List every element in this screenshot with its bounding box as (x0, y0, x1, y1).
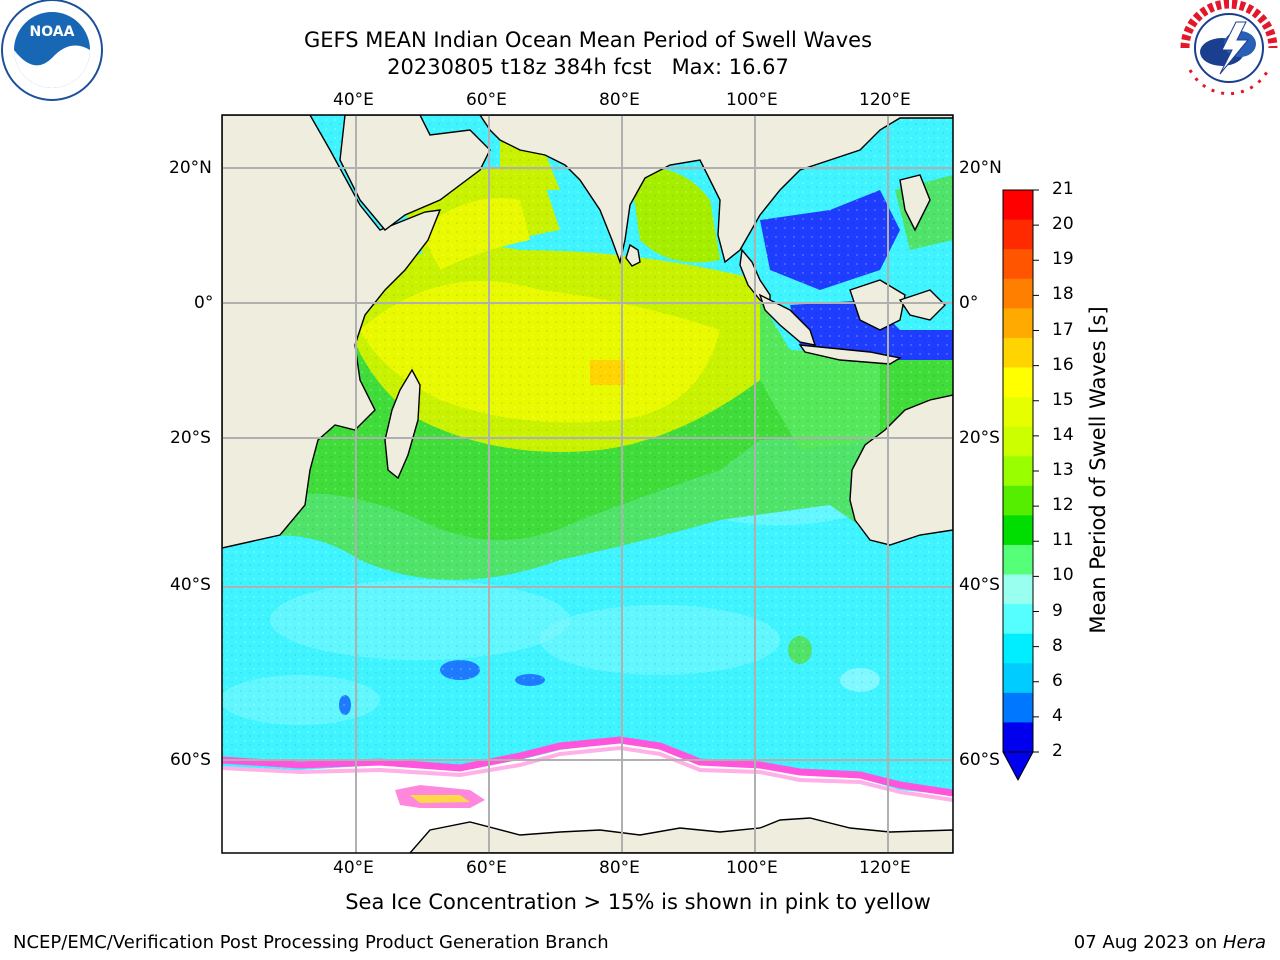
lon-label-bottom-60e: 60°E (466, 858, 507, 878)
colorbar-tick-label: 17 (1052, 319, 1074, 340)
lat-label-left-40s: 40°S (170, 575, 211, 595)
colorbar-segment (1003, 278, 1033, 309)
graticule (222, 115, 953, 853)
footer-date-text: 07 Aug 2023 on (1073, 932, 1223, 953)
colorbar-segment (1003, 544, 1033, 576)
colorbar-tick-label: 11 (1052, 530, 1074, 551)
colorbar-segment (1003, 249, 1033, 280)
land-masses (222, 115, 953, 853)
lat-label-left-0: 0° (194, 293, 214, 313)
map-frame (221, 114, 954, 854)
colorbar-segment (1003, 190, 1033, 221)
colorbar-segment (1003, 367, 1033, 398)
lon-label-bottom-40e: 40°E (333, 858, 374, 878)
lat-label-right-0: 0° (959, 293, 979, 313)
colorbar-tick-label: 9 (1052, 600, 1063, 621)
lon-label-bottom-80e: 80°E (599, 858, 640, 878)
colorbar-segment (1003, 574, 1033, 605)
lon-label-top-60e: 60°E (466, 90, 507, 110)
colorbar-segment (1003, 663, 1033, 694)
colorbar-segment (1003, 604, 1033, 635)
footer-credit: NCEP/EMC/Verification Post Processing Pr… (13, 932, 609, 953)
colorbar-segment (1003, 692, 1033, 723)
colorbar-tick-label: 18 (1052, 284, 1074, 305)
colorbar-tick-label: 2 (1052, 741, 1063, 761)
lat-label-right-20s: 20°S (959, 428, 1000, 448)
colorbar-tick-label: 12 (1052, 495, 1074, 516)
colorbar-tick-label: 4 (1052, 705, 1063, 726)
lon-label-top-120e: 120°E (859, 90, 911, 110)
lat-label-left-20s: 20°S (170, 428, 211, 448)
lon-label-top-40e: 40°E (333, 90, 374, 110)
colorbar-extend-min (1002, 751, 1034, 782)
colorbar-segment (1003, 219, 1033, 250)
colorbar-segment (1003, 485, 1033, 516)
colorbar-tick-label: 10 (1052, 565, 1074, 586)
footer-host: Hera (1222, 932, 1266, 953)
colorbar-segment (1003, 308, 1033, 339)
colorbar-segment (1003, 397, 1033, 428)
colorbar-tick-label: 6 (1052, 670, 1063, 691)
lat-label-right-40s: 40°S (959, 575, 1000, 595)
lat-label-right-60s: 60°S (959, 750, 1000, 770)
noaa-logo: NOAA (1, 0, 103, 101)
colorbar-segment (1003, 337, 1033, 368)
colorbar-tick-label: 16 (1052, 354, 1074, 375)
lat-label-right-20n: 20°N (959, 158, 1002, 178)
colorbar-tick-label: 14 (1052, 424, 1074, 445)
colorbar (1002, 189, 1039, 782)
footer-date: 07 Aug 2023 on Hera (1074, 932, 1266, 953)
colorbar-tick-label: 21 (1052, 179, 1074, 199)
map-subtitle: 20230805 t18z 384h fcst Max: 16.67 (387, 55, 789, 79)
lat-label-left-60s: 60°S (170, 750, 211, 770)
colorbar-segment (1003, 633, 1033, 664)
lon-label-bottom-120e: 120°E (859, 858, 911, 878)
map-title: GEFS MEAN Indian Ocean Mean Period of Sw… (303, 28, 873, 52)
colorbar-label: Mean Period of Swell Waves [s] (1086, 306, 1110, 634)
colorbar-segment (1003, 456, 1033, 487)
lon-label-top-100e: 100°E (726, 90, 778, 110)
sea-ice-note: Sea Ice Concentration > 15% is shown in … (345, 890, 931, 914)
colorbar-tick-label: 13 (1052, 460, 1074, 480)
colorbar-segment (1003, 426, 1033, 457)
lon-label-top-80e: 80°E (599, 90, 640, 110)
colorbar-tick-label: 20 (1052, 214, 1074, 235)
colorbar-tick-label: 19 (1052, 249, 1074, 270)
lat-label-left-20n: 20°N (169, 158, 212, 178)
map-area (222, 115, 953, 853)
lon-label-bottom-100e: 100°E (726, 858, 778, 878)
colorbar-segment (1003, 722, 1033, 753)
nws-logo (1180, 0, 1278, 97)
colorbar-segment (1003, 515, 1033, 546)
noaa-logo-text: NOAA (30, 24, 75, 40)
colorbar-tick-label: 8 (1052, 635, 1063, 656)
colorbar-tick-label: 15 (1052, 389, 1074, 410)
